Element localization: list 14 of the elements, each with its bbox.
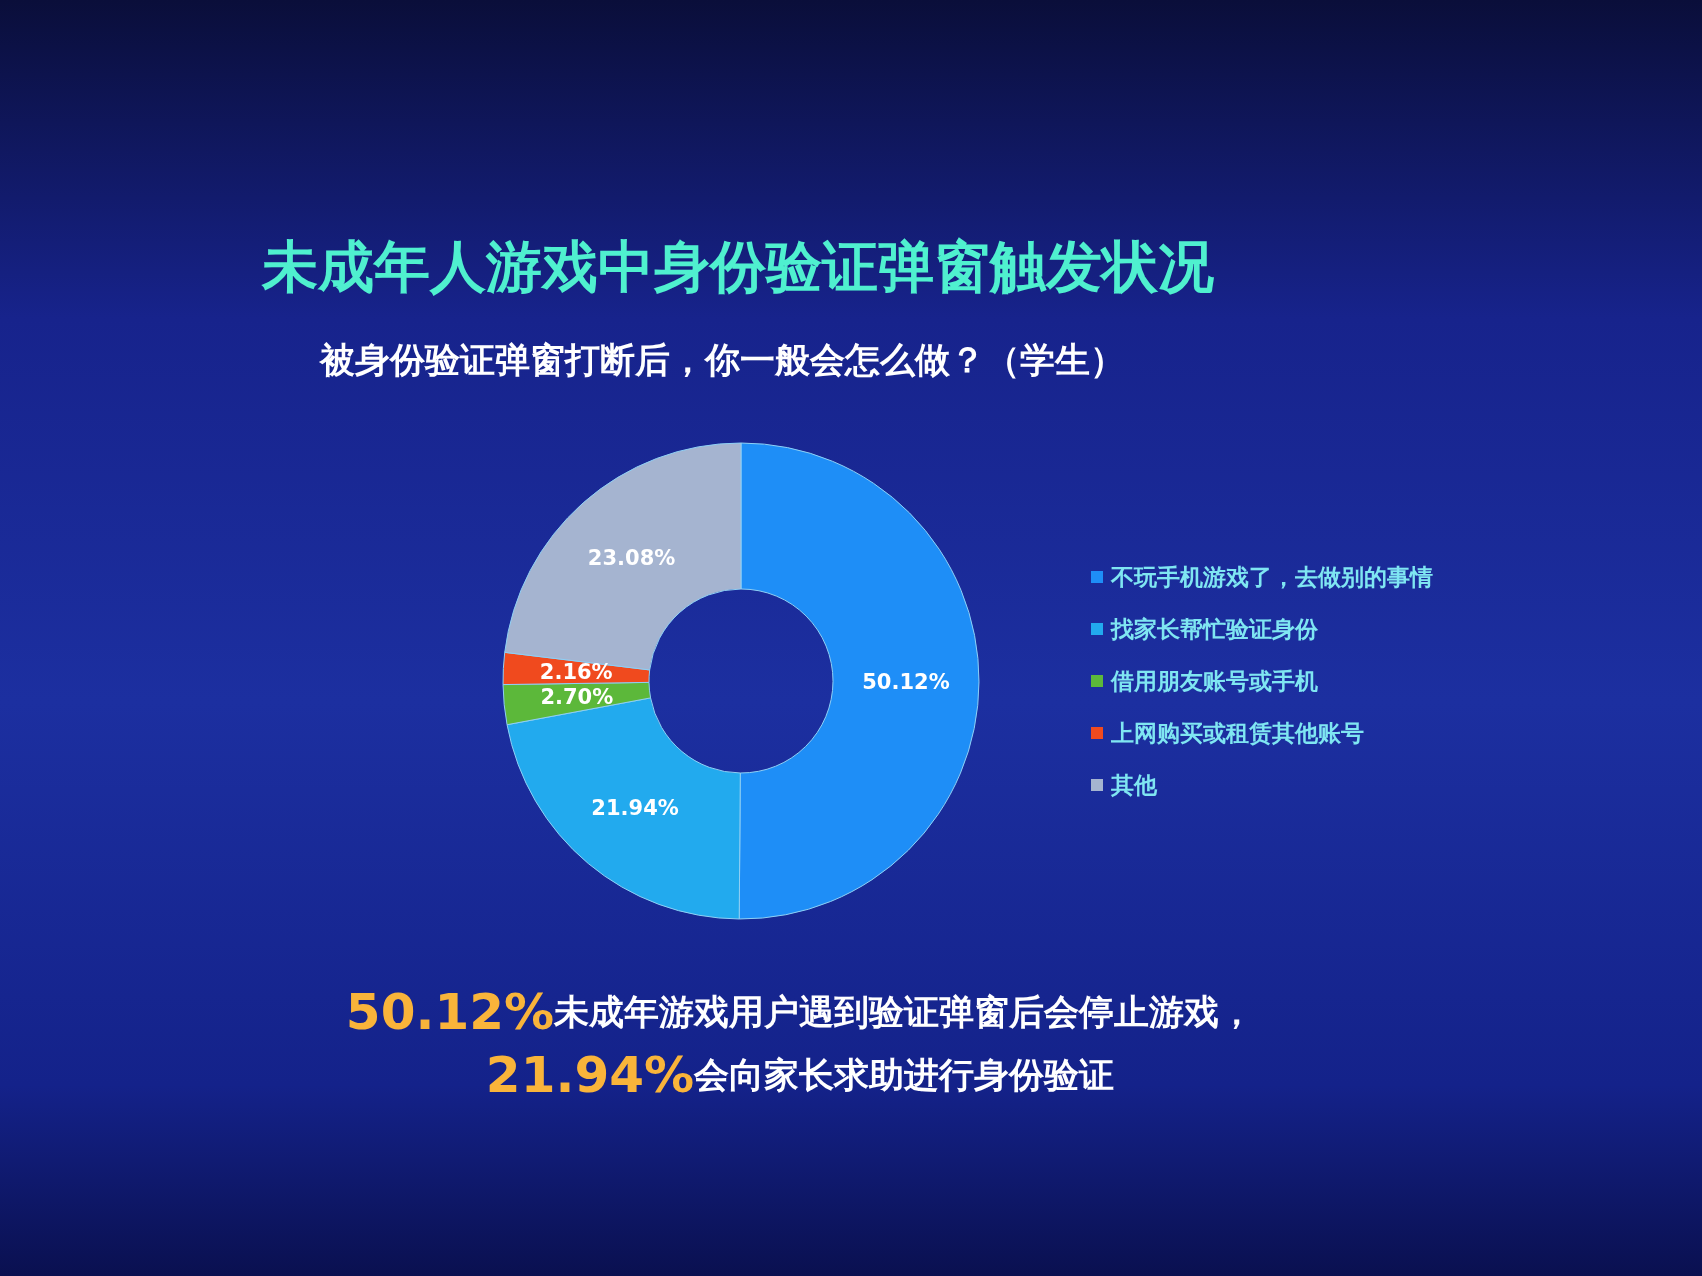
legend-label: 不玩手机游戏了，去做别的事情 — [1111, 564, 1433, 590]
data-label: 2.16% — [539, 660, 613, 685]
data-label: 2.70% — [540, 685, 614, 710]
annotation: 21.94%会向家长求助进行身份验证 — [485, 1046, 1115, 1104]
chart-title: 未成年人游戏中身份验证弹窗触发状况 — [262, 233, 1214, 299]
legend-label: 找家长帮忙验证身份 — [1111, 616, 1318, 642]
legend-label: 上网购买或租赁其他账号 — [1111, 720, 1364, 746]
annotation: 50.12%未成年游戏用户遇到验证弹窗后会停止游戏， — [345, 983, 1255, 1041]
chart-subtitle: 被身份验证弹窗打断后，你一般会怎么做？（学生） — [319, 340, 1125, 380]
data-label: 23.08% — [587, 545, 676, 570]
legend-label: 其他 — [1111, 772, 1157, 798]
data-label: 21.94% — [591, 795, 679, 820]
data-label: 50.12% — [862, 669, 950, 694]
legend-label: 借用朋友账号或手机 — [1111, 668, 1318, 694]
